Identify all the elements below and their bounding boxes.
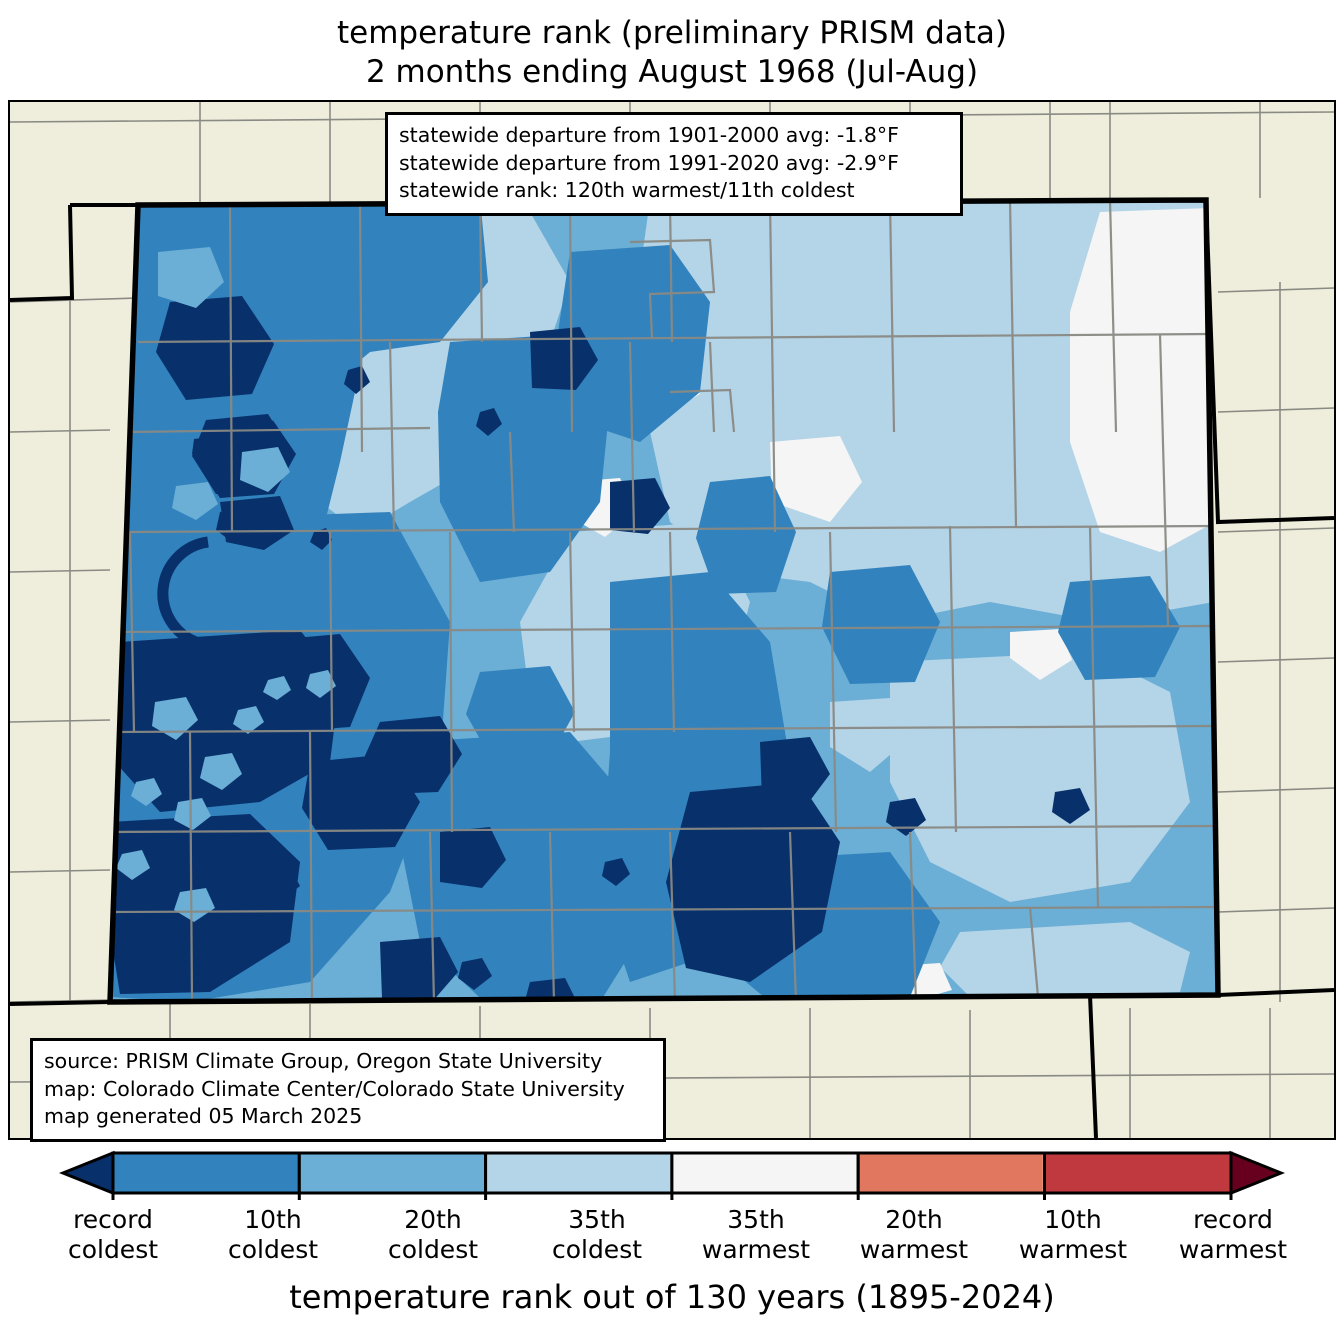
stats-statewide-rank: statewide rank: 120th warmest/11th colde…	[399, 178, 855, 202]
colorbar-label-10th-coldest: 10th coldest	[227, 1205, 319, 1264]
statewide-statistics-box: statewide departure from 1901-2000 avg: …	[385, 112, 963, 216]
colorbar-label-20th-warmest: 20th warmest	[859, 1205, 969, 1264]
colorbar-segment-5	[856, 1151, 1047, 1195]
colorbar-svg	[58, 1150, 1286, 1200]
colorbar-label-35th-warmest: 35th warmest	[701, 1205, 811, 1264]
colorbar-cap-record-coldest	[58, 1150, 115, 1196]
contour-navy-crescent	[157, 536, 260, 670]
colorado-county-lines	[110, 200, 1217, 1002]
colorbar-label-35th-coldest: 35th coldest	[551, 1205, 643, 1264]
title-line-1: temperature rank (preliminary PRISM data…	[336, 15, 1007, 51]
source-line: source: PRISM Climate Group, Oregon Stat…	[44, 1049, 603, 1073]
colorbar	[0, 1145, 1344, 1200]
title-line-2: 2 months ending August 1968 (Jul-Aug)	[365, 54, 979, 90]
map-credit-line: map: Colorado Climate Center/Colorado St…	[44, 1076, 625, 1101]
contour-northwest-pockets	[158, 247, 290, 520]
contour-sw-light-speckles	[116, 670, 336, 922]
colorbar-segment-2	[297, 1151, 488, 1195]
colorbar-segment-3	[484, 1151, 674, 1195]
stats-departure-1901-2000: statewide departure from 1901-2000 avg: …	[399, 123, 899, 147]
map-frame	[8, 100, 1336, 1140]
source-attribution-box: source: PRISM Climate Group, Oregon Stat…	[30, 1038, 666, 1142]
surrounding-county-lines	[10, 102, 1334, 1138]
colorbar-label-20th-coldest: 20th coldest	[387, 1205, 479, 1264]
colorbar-cap-record-warmest	[1229, 1150, 1286, 1196]
colorado-temperature-rank-map	[10, 102, 1334, 1138]
colorbar-caption: temperature rank out of 130 years (1895-…	[289, 1278, 1055, 1316]
colorbar-label-10th-warmest: 10th warmest	[1018, 1205, 1128, 1264]
colorbar-label-record-warmest: record warmest	[1178, 1205, 1288, 1264]
colorbar-labels: record coldest 10th coldest 20th coldest 35…	[0, 1205, 1344, 1267]
temperature-rank-contours	[110, 200, 1218, 1002]
stats-departure-1991-2020: statewide departure from 1991-2020 avg: …	[399, 150, 899, 175]
map-generated-line: map generated 05 March 2025	[44, 1104, 363, 1128]
colorbar-segment-1	[111, 1151, 301, 1195]
colorbar-segment-6	[1043, 1151, 1233, 1195]
colorbar-label-record-coldest: record coldest	[67, 1205, 159, 1264]
colorbar-segment-4	[670, 1151, 860, 1195]
page-title: temperature rank (preliminary PRISM data…	[0, 14, 1344, 92]
contour-record-coldest	[110, 296, 1090, 1002]
